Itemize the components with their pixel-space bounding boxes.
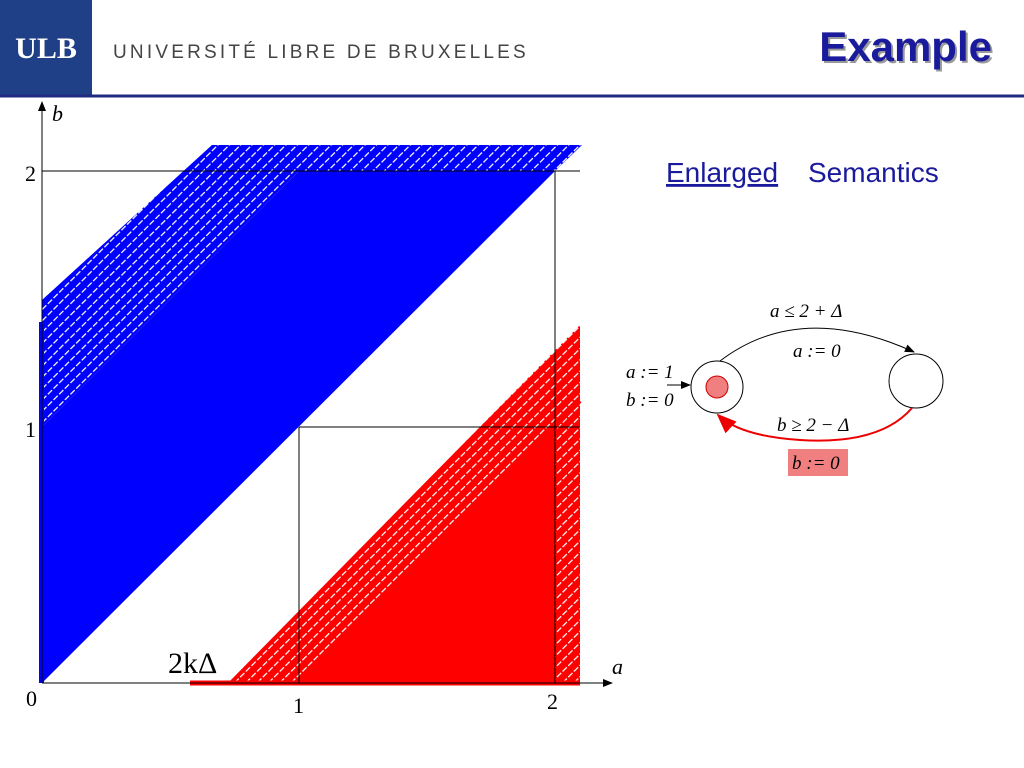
top-reset: a := 0 — [793, 341, 841, 362]
state — [888, 353, 944, 409]
reset-b: b := 0 — [626, 390, 674, 411]
origin-label: 0 — [26, 686, 37, 711]
edge-top — [719, 327, 915, 362]
reset-box — [788, 449, 848, 476]
top-guard: a ≤ 2 + Δ — [770, 301, 842, 322]
x-axis-label: a — [612, 654, 623, 679]
subtitle-rest: Semantics — [808, 157, 939, 188]
y-tick-label: 2 — [25, 161, 36, 186]
current-marker — [705, 375, 729, 399]
reset-a: a := 1 — [626, 362, 674, 383]
x-tick-label: 1 — [293, 693, 304, 718]
y-axis-label: b — [52, 101, 63, 126]
red-edge — [553, 399, 582, 429]
blue-hatched — [42, 145, 582, 427]
x-tick-label: 2 — [547, 689, 558, 714]
annotation: 2kΔ — [168, 647, 217, 680]
bottom-reset: b := 0 — [792, 453, 840, 474]
logo: ULB — [15, 32, 77, 65]
red-region — [299, 427, 555, 683]
logo-box — [0, 0, 92, 95]
university: UNIVERSITÉ LIBRE DE BRUXELLES — [113, 42, 529, 63]
title: Example — [819, 23, 992, 70]
bottom-guard: b ≥ 2 − Δ — [777, 415, 849, 436]
grid — [42, 170, 580, 683]
y-tick-label: 1 — [25, 417, 36, 442]
title-shadow: Example — [821, 25, 994, 72]
subtitle-underlined: Enlarged — [666, 157, 778, 188]
edge-bottom — [716, 407, 913, 442]
